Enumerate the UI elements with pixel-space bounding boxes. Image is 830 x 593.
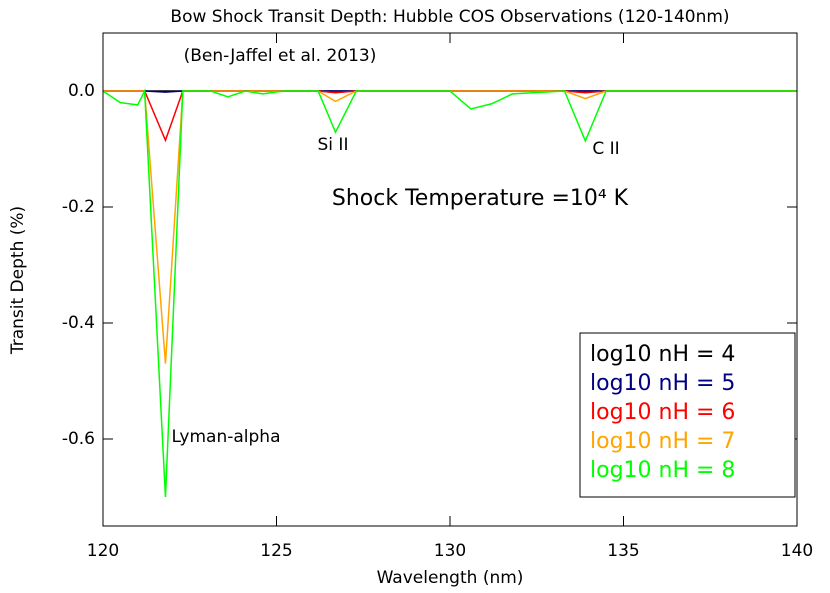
series-line <box>103 90 797 143</box>
x-tick-label: 135 <box>607 541 639 561</box>
series-line <box>102 88 797 498</box>
y-tick-label: -0.4 <box>62 313 95 333</box>
y-tick-label: -0.2 <box>62 197 95 217</box>
x-tick-label: 130 <box>434 541 466 561</box>
y-tick-label: 0.0 <box>68 81 95 101</box>
plot-frame <box>102 32 798 527</box>
annotation: Shock Temperature =10⁴ K <box>332 186 629 211</box>
y-axis-label: Transit Depth (%) <box>8 206 28 355</box>
annotation: Si II <box>318 135 349 155</box>
y-tick-label: -0.6 <box>62 429 95 449</box>
legend-entry: log10 nH = 7 <box>590 429 735 454</box>
x-tick-label: 120 <box>87 541 119 561</box>
x-tick-label: 140 <box>781 541 813 561</box>
chart-title: Bow Shock Transit Depth: Hubble COS Obse… <box>170 7 729 27</box>
legend-entry: log10 nH = 4 <box>590 342 735 367</box>
annotation: C II <box>592 139 619 159</box>
x-tick-label: 125 <box>260 541 292 561</box>
annotation: Lyman-alpha <box>172 427 281 447</box>
x-axis-label: Wavelength (nm) <box>377 568 524 588</box>
annotation: (Ben-Jaffel et al. 2013) <box>184 46 377 66</box>
legend-box <box>579 332 796 498</box>
legend-entry: log10 nH = 5 <box>590 371 735 396</box>
legend-entry: log10 nH = 6 <box>590 400 735 425</box>
legend-entry: log10 nH = 8 <box>590 458 735 483</box>
series-line <box>103 90 797 364</box>
